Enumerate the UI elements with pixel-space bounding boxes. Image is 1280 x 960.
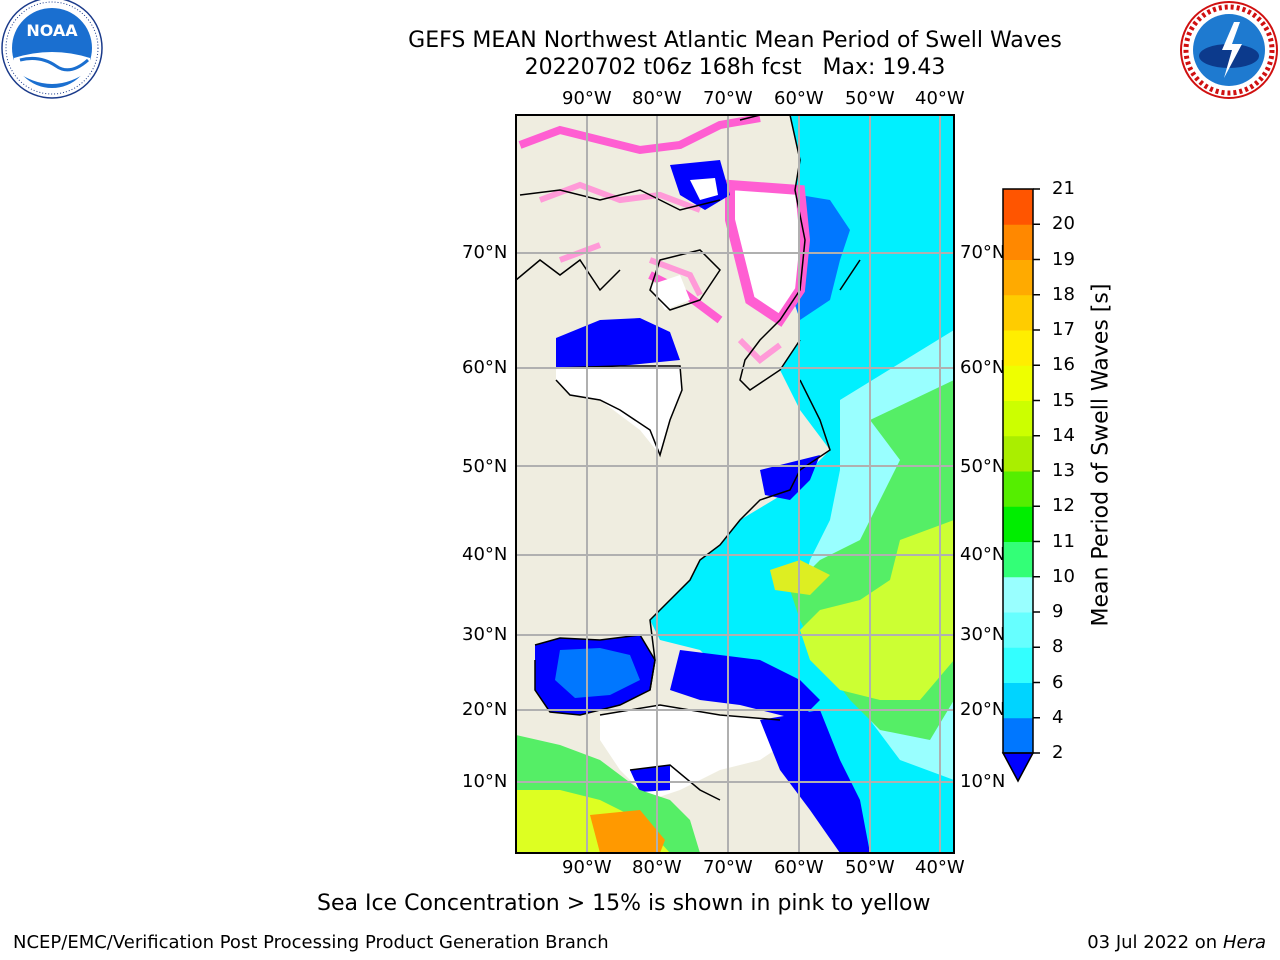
- south-america-orange: [590, 810, 665, 853]
- lat-label-left: 30°N: [462, 624, 508, 645]
- lon-label-bottom: 40°W: [915, 857, 965, 878]
- colorbar-tick-label: 15: [1052, 389, 1075, 411]
- colorbar-segment: [1003, 189, 1033, 225]
- colorbar-tick-label: 16: [1052, 354, 1075, 376]
- chart-subtitle: 20220702 t06z 168h fcst Max: 19.43: [524, 55, 946, 80]
- colorbar-segment: [1003, 717, 1033, 754]
- lon-label-bottom: 60°W: [774, 857, 824, 878]
- map-frame: [515, 114, 955, 854]
- colorbar-segment: [1003, 330, 1033, 366]
- colorbar-segment: [1003, 541, 1033, 578]
- colorbar-tick-label: 2: [1052, 742, 1064, 763]
- lat-label-left: 60°N: [462, 357, 508, 378]
- sea-ice-caption: Sea Ice Concentration > 15% is shown in …: [317, 891, 931, 916]
- lat-label-left: 10°N: [462, 771, 508, 792]
- colorbar-segment: [1003, 294, 1033, 331]
- colorbar-tick-label: 13: [1052, 460, 1075, 481]
- colorbar-tick-label: 20: [1052, 213, 1075, 235]
- lon-label-top: 50°W: [845, 88, 895, 109]
- colorbar-tick-label: 9: [1052, 601, 1064, 622]
- colorbar-segment: [1003, 612, 1033, 648]
- swell-zone-yellow: [800, 520, 954, 700]
- colorbar-segment: [1003, 506, 1033, 542]
- lat-label-right: 60°N: [960, 357, 1006, 378]
- lon-label-top: 70°W: [703, 88, 753, 109]
- lat-label-right: 50°N: [960, 456, 1006, 477]
- nws-logo: [1180, 1, 1278, 99]
- lat-label-left: 70°N: [462, 242, 508, 263]
- lon-label-top: 90°W: [562, 88, 612, 109]
- noaa-logo-text: NOAA: [26, 21, 78, 40]
- lat-label-right: 70°N: [960, 242, 1006, 263]
- colorbar-tick-label: 21: [1052, 178, 1075, 199]
- chart-title: GEFS MEAN Northwest Atlantic Mean Period…: [408, 28, 1062, 53]
- venezuela-coast: [630, 765, 670, 792]
- colorbar-tick-label: 17: [1052, 319, 1075, 340]
- gulf-lighter: [555, 648, 640, 698]
- footer-date: 03 Jul 2022 on Hera: [1087, 932, 1266, 953]
- colorbar-tick-label: 12: [1052, 495, 1075, 517]
- caribbean-blue: [670, 650, 820, 720]
- ice-white-patch: [650, 275, 690, 310]
- lat-label-right: 20°N: [960, 699, 1006, 720]
- colorbar-tick-label: 6: [1052, 671, 1064, 693]
- lon-label-top: 80°W: [632, 88, 682, 109]
- colorbar-tick-label: 4: [1052, 706, 1064, 728]
- foxe-basin-white: [690, 178, 718, 200]
- colorbar-segment: [1003, 224, 1033, 260]
- lat-label-right: 10°N: [960, 771, 1006, 792]
- footer-branch: NCEP/EMC/Verification Post Processing Pr…: [13, 932, 609, 953]
- colorbar-tick-label: 11: [1052, 530, 1075, 552]
- colorbar-segment: [1003, 682, 1033, 719]
- lon-label-bottom: 50°W: [845, 857, 895, 878]
- colorbar-segment: [1003, 471, 1033, 507]
- colorbar-segment: [1003, 400, 1033, 437]
- lon-label-top: 60°W: [774, 88, 824, 109]
- colorbar-under-arrow: [1001, 752, 1035, 783]
- footer-date-text: 03 Jul 2022 on: [1087, 932, 1223, 953]
- colorbar: [1001, 188, 1040, 783]
- colorbar-segment: [1003, 365, 1033, 401]
- noaa-logo: NOAA: [1, 0, 103, 99]
- colorbar-segment: [1003, 647, 1033, 683]
- map-gridlines: [516, 115, 954, 853]
- lon-label-top: 40°W: [915, 88, 965, 109]
- lat-label-right: 40°N: [960, 544, 1006, 565]
- colorbar-tick-label: 19: [1052, 248, 1075, 270]
- colorbar-tick-label: 10: [1052, 565, 1075, 587]
- lon-label-bottom: 80°W: [632, 857, 682, 878]
- lat-label-right: 30°N: [960, 624, 1006, 645]
- colorbar-tick-label: 18: [1052, 283, 1075, 305]
- lat-label-left: 20°N: [462, 699, 508, 720]
- colorbar-tick-label: 8: [1052, 636, 1064, 658]
- colorbar-title: Mean Period of Swell Waves [s]: [1088, 283, 1114, 627]
- colorbar-tick-label: 14: [1052, 424, 1075, 446]
- lat-label-left: 50°N: [462, 456, 508, 477]
- footer-machine: Hera: [1222, 932, 1266, 953]
- lat-label-left: 40°N: [462, 544, 508, 565]
- lon-label-bottom: 90°W: [562, 857, 612, 878]
- colorbar-segment: [1003, 259, 1033, 296]
- colorbar-segment: [1003, 576, 1033, 613]
- sea-ice-arctic: [518, 115, 761, 155]
- colorbar-segment: [1003, 435, 1033, 472]
- lon-label-bottom: 70°W: [703, 857, 753, 878]
